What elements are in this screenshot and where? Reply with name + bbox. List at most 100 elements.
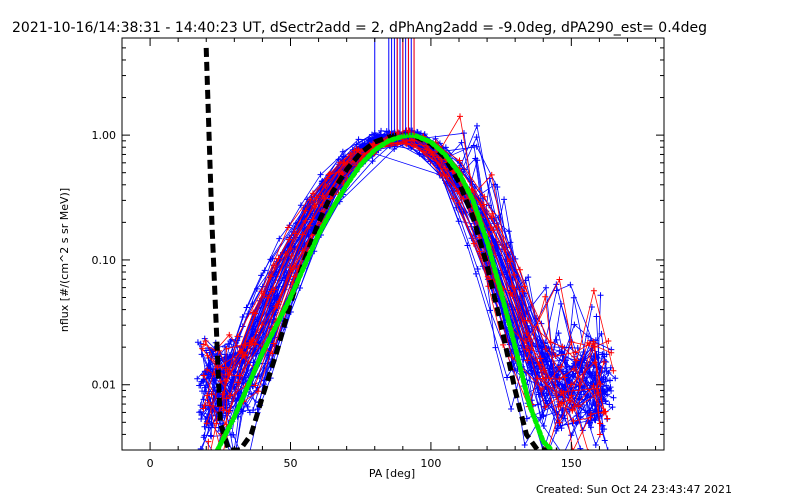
- data-point-red: [556, 376, 563, 383]
- data-point-red: [506, 258, 513, 265]
- x-tick-label: 100: [420, 457, 441, 470]
- data-point-red: [204, 366, 211, 373]
- data-point-red: [323, 175, 330, 182]
- data-point-blue: [355, 136, 362, 143]
- data-point-blue: [197, 408, 204, 415]
- data-point-blue: [232, 456, 238, 462]
- data-point-blue: [233, 397, 240, 404]
- data-point-blue: [250, 407, 257, 414]
- data-point-red: [309, 190, 316, 197]
- x-tick-label: 0: [147, 457, 154, 470]
- data-point-blue: [194, 339, 201, 346]
- data-point-blue: [573, 420, 580, 427]
- data-point-blue: [602, 376, 609, 383]
- data-point-red: [593, 385, 600, 392]
- data-point-blue: [540, 422, 547, 429]
- data-point-blue: [577, 445, 584, 450]
- data-point-blue: [214, 454, 220, 460]
- data-point-red: [435, 154, 442, 161]
- data-point-red: [201, 402, 208, 409]
- data-point-red: [203, 420, 210, 427]
- data-point-red: [584, 339, 591, 346]
- data-point-blue: [474, 122, 481, 129]
- data-point-red: [370, 140, 377, 147]
- data-point-red: [327, 170, 334, 177]
- data-point-red: [604, 415, 611, 422]
- data-point-blue: [460, 130, 467, 137]
- data-point-red: [227, 392, 234, 399]
- data-point-red: [595, 389, 602, 396]
- data-point-blue: [378, 127, 385, 134]
- data-point-blue: [244, 403, 251, 410]
- data-point-blue: [223, 353, 230, 360]
- fit-curve-black: [203, 47, 558, 450]
- data-point-red: [246, 339, 253, 346]
- data-point-red: [208, 391, 215, 398]
- data-point-blue: [598, 330, 605, 337]
- data-point-red: [610, 367, 617, 374]
- data-layer: [194, 38, 619, 462]
- data-point-blue: [391, 146, 398, 153]
- data-point-blue: [590, 356, 597, 363]
- data-point-red: [409, 136, 416, 143]
- data-point-blue: [464, 242, 471, 249]
- data-point-red: [519, 288, 526, 295]
- data-point-blue: [297, 202, 304, 209]
- data-point-red: [442, 165, 449, 172]
- data-point-red: [487, 224, 494, 231]
- data-point-blue: [606, 385, 613, 392]
- x-axis-title: PA [deg]: [369, 467, 415, 480]
- data-point-blue: [557, 300, 564, 307]
- data-point-blue: [593, 313, 600, 320]
- data-point-blue: [198, 351, 205, 358]
- data-point-red: [570, 418, 577, 425]
- data-point-blue: [537, 414, 544, 421]
- data-point-blue: [317, 171, 324, 178]
- data-point-blue: [553, 287, 560, 294]
- data-point-red: [286, 236, 293, 243]
- data-point-red: [457, 113, 464, 120]
- data-point-blue: [607, 377, 614, 384]
- data-point-blue: [604, 391, 611, 398]
- data-point-blue: [501, 196, 508, 203]
- data-point-red: [450, 195, 457, 202]
- data-point-red: [576, 381, 583, 388]
- data-point-red: [600, 359, 607, 366]
- data-point-red: [602, 408, 609, 415]
- data-point-blue: [372, 132, 379, 139]
- data-point-blue: [474, 157, 481, 164]
- data-point-blue: [199, 388, 206, 395]
- data-point-red: [403, 140, 410, 147]
- data-point-red: [570, 365, 577, 372]
- data-point-blue: [540, 413, 547, 420]
- data-point-red: [223, 395, 230, 402]
- data-point-red: [307, 197, 314, 204]
- data-point-red: [591, 359, 598, 366]
- data-point-red: [271, 286, 278, 293]
- data-point-red: [556, 276, 563, 283]
- data-point-blue: [543, 455, 549, 461]
- data-point-red: [537, 355, 544, 362]
- data-point-blue: [473, 270, 480, 277]
- data-point-blue: [487, 307, 494, 314]
- data-point-red: [252, 382, 259, 389]
- created-timestamp: Created: Sun Oct 24 23:43:47 2021: [536, 483, 732, 496]
- x-tick-label: 50: [283, 457, 297, 470]
- data-point-blue: [228, 431, 235, 438]
- data-point-blue: [231, 456, 237, 462]
- data-point-blue: [227, 337, 234, 344]
- data-point-blue: [197, 451, 203, 457]
- data-point-blue: [525, 274, 532, 281]
- data-point-red: [509, 292, 516, 299]
- chart-title: 2021-10-16/14:38:31 - 14:40:23 UT, dSect…: [12, 20, 707, 36]
- data-point-red: [299, 231, 306, 238]
- data-point-red: [524, 357, 531, 364]
- data-point-blue: [612, 375, 619, 382]
- data-point-blue: [588, 424, 595, 431]
- data-point-blue: [505, 228, 512, 235]
- data-point-red: [200, 341, 207, 348]
- data-point-blue: [544, 353, 551, 360]
- data-point-red: [299, 247, 306, 254]
- data-point-red: [558, 363, 565, 370]
